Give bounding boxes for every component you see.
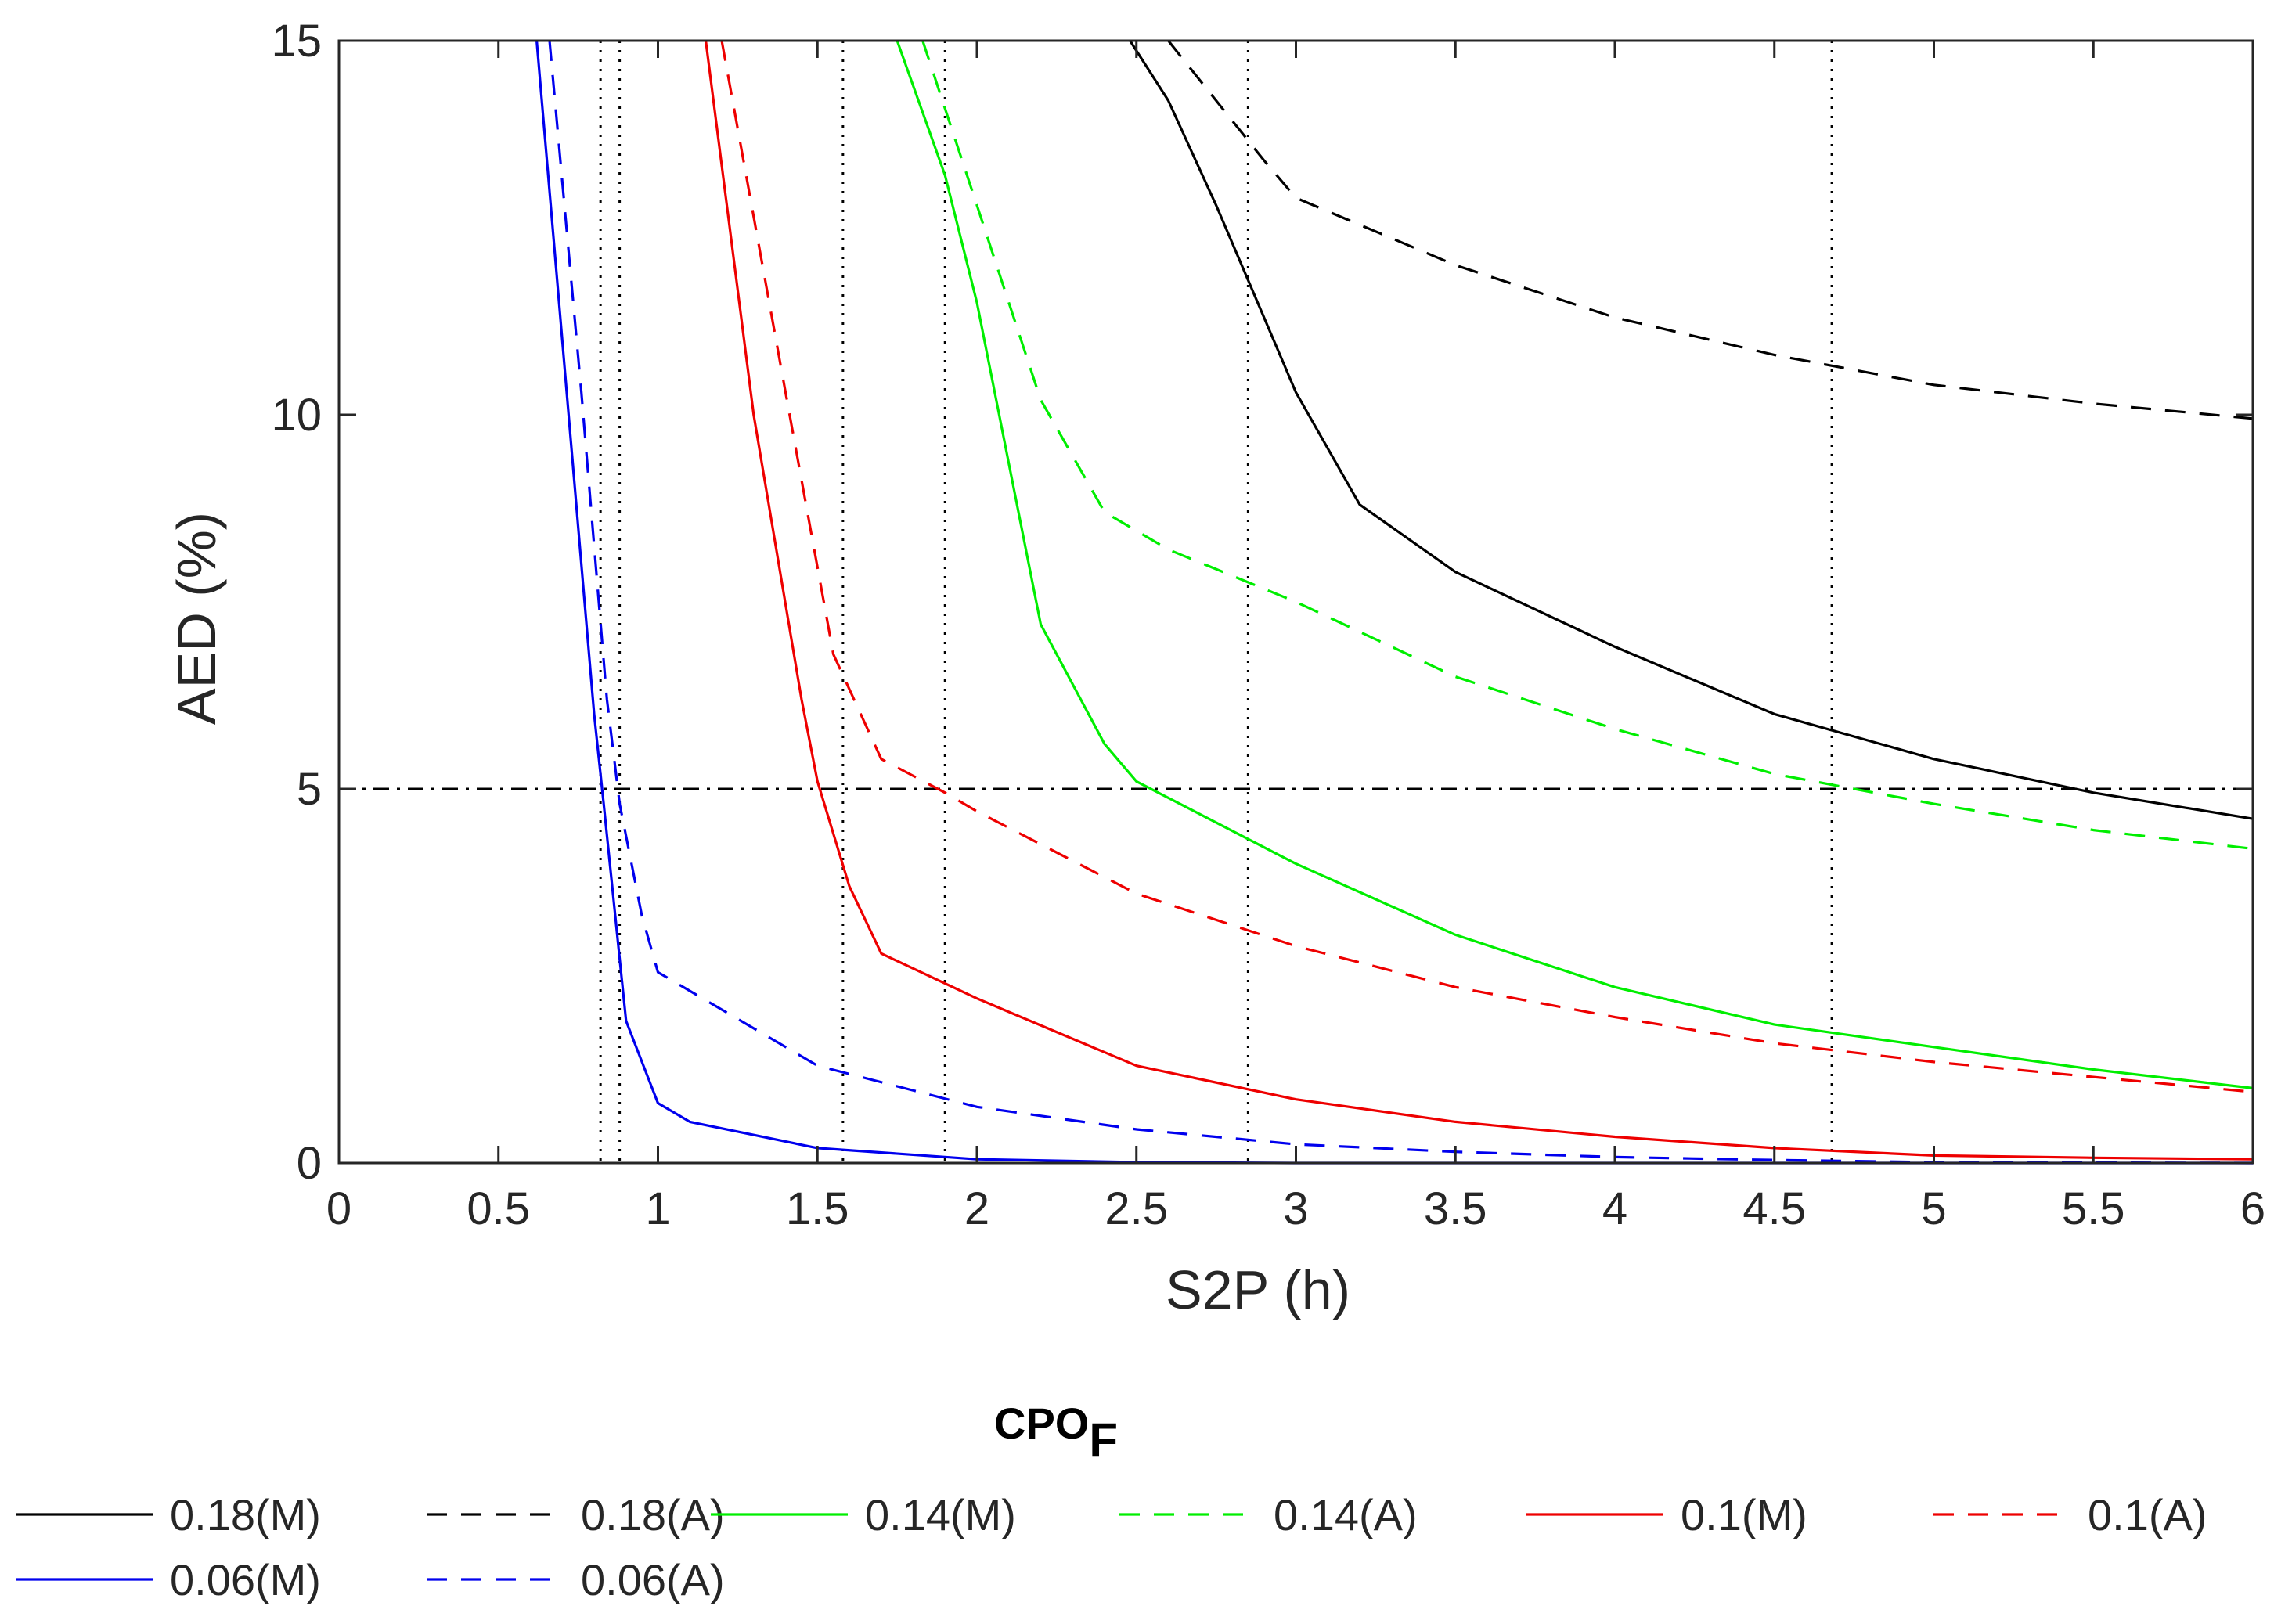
x-tick-label: 4 [1602, 1183, 1627, 1234]
x-tick-label: 1 [645, 1183, 670, 1234]
legend-item: 0.06(A) [427, 1555, 725, 1604]
x-tick-label: 1.5 [786, 1183, 849, 1234]
series-line-4 [705, 40, 2254, 1161]
x-tick-label: 4.5 [1742, 1183, 1806, 1234]
series-line-3 [921, 40, 2254, 851]
series-lines [535, 40, 2254, 1165]
x-axis-ticks: 0 0.5 1 1.5 2 2.5 3 3.5 4 4.5 5 5.5 6 [326, 41, 2265, 1234]
x-tick-label: 2.5 [1105, 1183, 1168, 1234]
legend-item: 0.06(M) [16, 1555, 321, 1604]
legend-title: CPOF [994, 1399, 1118, 1466]
series-line-5 [720, 40, 2254, 1093]
legend-item: 0.18(M) [16, 1490, 321, 1539]
series-line-1 [1167, 40, 2254, 420]
axes-frame [337, 39, 2254, 1165]
x-tick-label: 5.5 [2062, 1183, 2125, 1234]
legend-item: 0.1(A) [1933, 1490, 2207, 1539]
x-tick-label: 5 [1921, 1183, 1946, 1234]
y-tick-label: 10 [271, 390, 322, 441]
series-line-0 [1129, 40, 2254, 820]
legend-label: 0.14(M) [865, 1490, 1016, 1539]
legend-item: 0.1(M) [1526, 1490, 1807, 1539]
series-line-2 [896, 40, 2254, 1089]
series-line-7 [548, 40, 2254, 1165]
vertical-marker-lines [599, 41, 2254, 1163]
legend-title-main: CPO [994, 1399, 1089, 1448]
legend-title-subscript: F [1089, 1413, 1118, 1466]
legend-label: 0.18(M) [170, 1490, 321, 1539]
x-tick-label: 6 [2240, 1183, 2265, 1234]
legend-label: 0.14(A) [1274, 1490, 1418, 1539]
series-line-6 [535, 40, 2253, 1165]
legend-label: 0.06(M) [170, 1555, 321, 1604]
x-axis-title: S2P (h) [1166, 1259, 1350, 1320]
plot-area: 0 0.5 1 1.5 2 2.5 3 3.5 4 4.5 5 5.5 6 0 5 10 15 [271, 16, 2265, 1234]
x-tick-label: 0 [326, 1183, 351, 1234]
y-tick-label: 5 [297, 764, 322, 815]
legend-label: 0.1(A) [2088, 1490, 2207, 1539]
x-tick-label: 3.5 [1424, 1183, 1487, 1234]
legend-label: 0.1(M) [1681, 1490, 1807, 1539]
y-tick-label: 0 [297, 1138, 322, 1189]
legend-item: 0.14(A) [1119, 1490, 1418, 1539]
y-axis-ticks: 0 5 10 15 [271, 16, 2253, 1189]
y-axis-title: AED (%) [166, 512, 227, 725]
x-tick-label: 3 [1283, 1183, 1308, 1234]
legend-label: 0.06(A) [581, 1555, 725, 1604]
legend-item: 0.18(A) [427, 1490, 725, 1539]
legend-items: 0.18(M) 0.18(A) 0.14(M) 0.14(A) 0.1(M) 0.1(A)… [16, 1490, 2207, 1604]
legend: CPOF 0.18(M) 0.18(A) 0.14(M) 0.14(A) 0.1(M) 0… [16, 1399, 2207, 1604]
legend-item: 0.14(M) [711, 1490, 1016, 1539]
x-tick-label: 0.5 [467, 1183, 530, 1234]
legend-label: 0.18(A) [581, 1490, 725, 1539]
x-tick-label: 2 [964, 1183, 989, 1234]
y-tick-label: 15 [271, 16, 322, 67]
